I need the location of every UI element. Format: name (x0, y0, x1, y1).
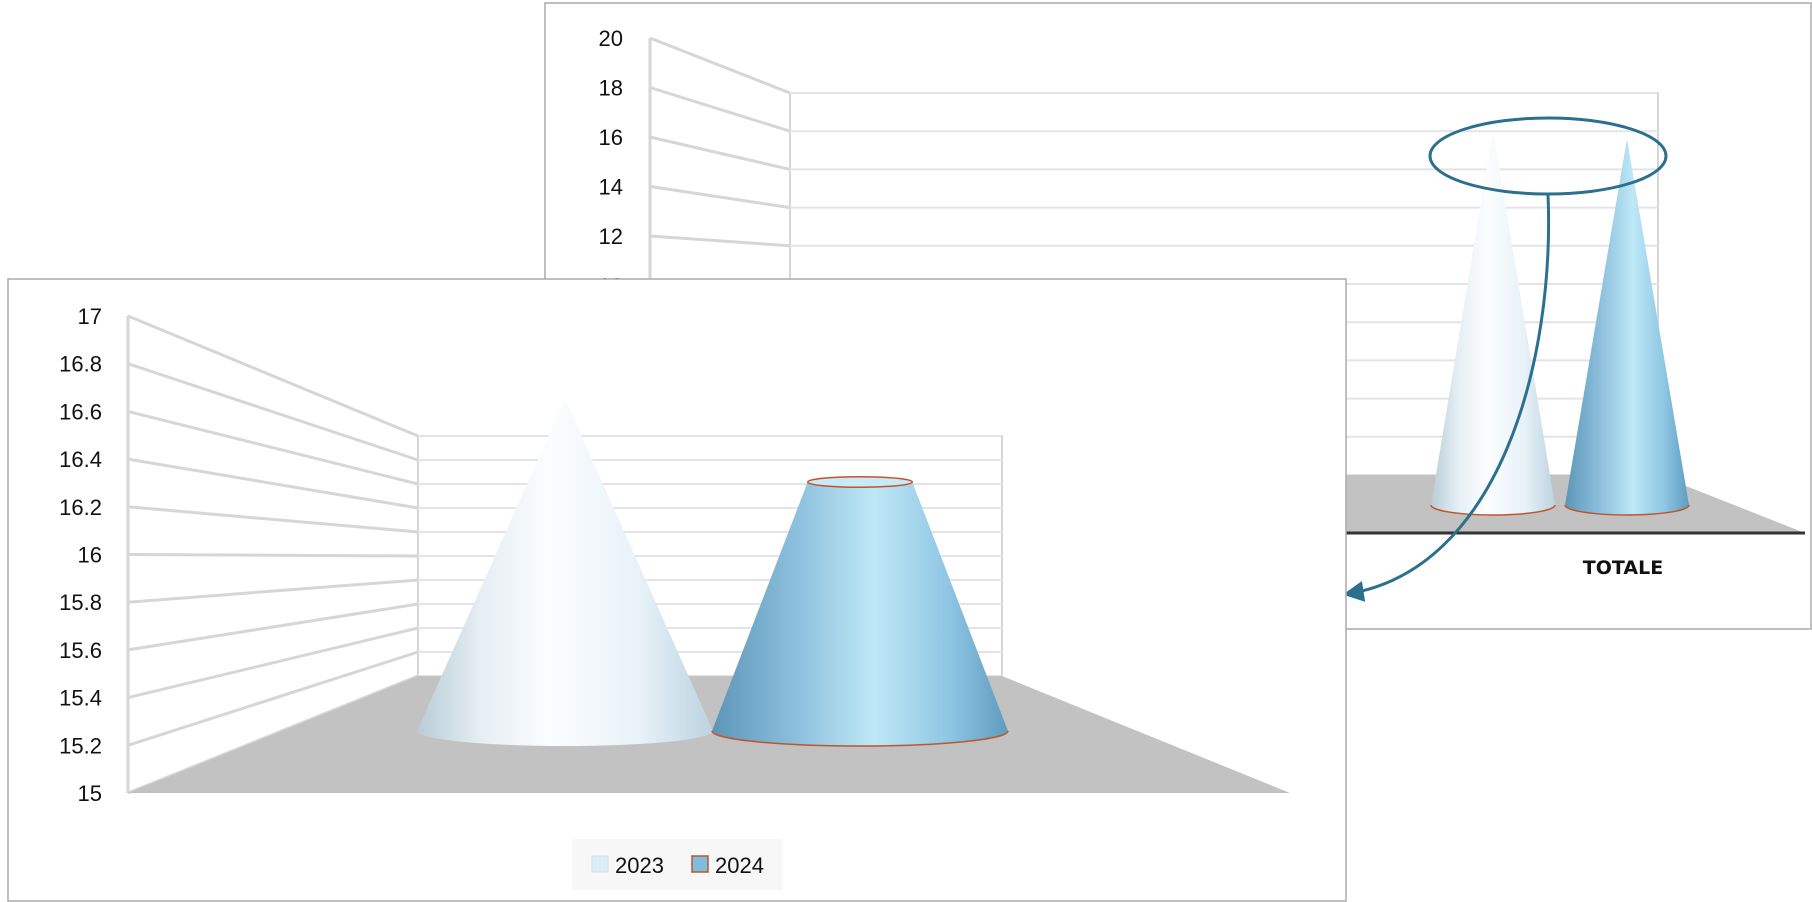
legend-swatch-2023 (591, 855, 609, 873)
y-tick-label: 12 (599, 224, 623, 249)
side-gridline (127, 457, 419, 510)
y-tick-label: 20 (599, 26, 623, 51)
callout-arrow (1342, 193, 1551, 602)
cone-body-2024 (1565, 138, 1689, 515)
y-tick-label: 15.6 (59, 638, 102, 663)
cone-body-2024 (712, 476, 1008, 746)
cone-2024 (1564, 138, 1690, 516)
side-gridline (127, 578, 419, 604)
side-gridline (649, 135, 791, 171)
cone-base-edge-2024 (1564, 504, 1690, 516)
y-tick-label: 16 (78, 543, 102, 568)
y-tick-label: 14 (599, 175, 623, 200)
side-gridline (127, 505, 419, 534)
side-gridline (649, 36, 791, 95)
cone-body-2023 (1431, 129, 1555, 515)
y-tick-label: 16 (599, 125, 623, 150)
cone-body-2023 (417, 399, 713, 746)
zoomed-cones (417, 399, 1009, 747)
full-range-cones (1430, 129, 1690, 516)
side-gridline (127, 409, 419, 486)
cone-base-edge-2024 (711, 730, 1009, 747)
zoomed-y-ticks: 17 16.8 16.6 16.4 16.2 16 15.8 15.6 15.4 15.2 15 (59, 304, 102, 806)
y-tick-label: 15.2 (59, 733, 102, 758)
zoomed-chart: 17 16.8 16.6 16.4 16.2 16 15.8 15.6 15.4 15.2 15 2… (7, 278, 1347, 902)
cone-2023 (417, 399, 713, 746)
side-gridline (127, 362, 419, 462)
y-tick-label: 15.4 (59, 686, 102, 711)
cone-2024 (711, 476, 1009, 747)
y-tick-label: 15.8 (59, 590, 102, 615)
y-tick-label: 16.2 (59, 495, 102, 520)
legend-swatch-2024 (691, 855, 709, 873)
floor-plane (128, 676, 1290, 793)
y-tick-label: 16.8 (59, 352, 102, 377)
side-gridline (649, 185, 791, 210)
side-gridline (649, 234, 791, 248)
y-tick-label: 15 (78, 781, 102, 806)
legend-label-2023: 2023 (615, 853, 664, 878)
legend-label-2024: 2024 (715, 853, 764, 878)
side-gridline (127, 626, 419, 700)
side-gridline (127, 314, 419, 438)
y-tick-label: 16.6 (59, 399, 102, 424)
y-tick-label: 16.4 (59, 447, 102, 472)
zoomed-floor (128, 676, 1290, 793)
side-gridline (127, 650, 419, 747)
side-gridline (127, 553, 419, 558)
cone-base-edge-2023 (1430, 504, 1556, 516)
cone-2023 (1430, 129, 1556, 516)
side-gridline (649, 86, 791, 133)
y-tick-label: 17 (78, 304, 102, 329)
category-label-totale: TOTALE (1583, 557, 1663, 579)
legend: 2023 2024 (572, 839, 782, 890)
cone-top-cap-2024 (806, 476, 914, 488)
zoom-callout (1342, 116, 1668, 602)
side-gridline (127, 602, 419, 652)
y-tick-label: 18 (599, 76, 623, 101)
